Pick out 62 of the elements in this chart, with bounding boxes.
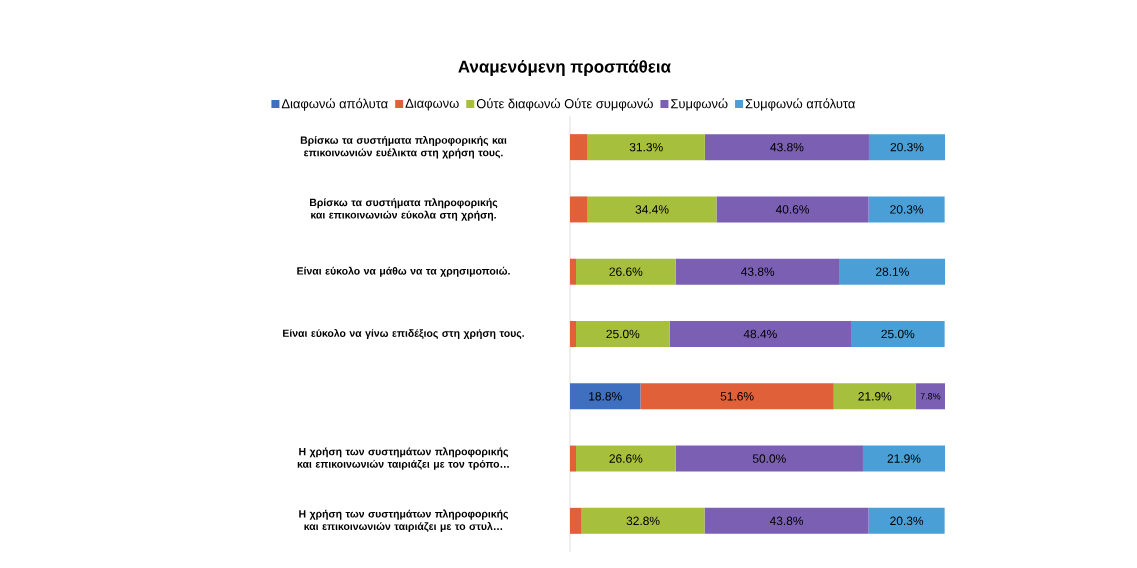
bar [587,134,705,161]
bar [570,196,588,223]
bar [839,258,946,285]
bar [850,320,945,347]
data-label: 21.9% [887,454,921,463]
data-label: 7.8% [920,393,941,400]
bar [570,134,588,161]
data-label: 25.0% [881,329,915,339]
bar [669,320,851,347]
legend-label: Συμφωνώ [671,98,728,111]
data-label: 34.4% [635,205,669,214]
data-label: 28.1% [876,267,909,276]
bar [704,507,869,534]
bar [675,258,840,285]
bar [570,320,576,347]
data-label: 18.8% [589,392,622,401]
bar [716,196,869,223]
bar [570,258,576,285]
y-tick-label: Η χρήση των συστημάτων πληροφορικής και επικοινωνιών ταιριάζει με το στυλ… [299,509,509,533]
legend-label: Ούτε διαφωνώ Ούτε συμφωνώ [476,98,653,111]
bar [868,196,945,223]
legend-label: Διαφωνω [405,98,459,111]
data-label: 43.8% [770,142,804,152]
data-label: 48.4% [743,329,777,339]
data-label: 26.6% [609,267,643,276]
data-label: 20.3% [890,205,924,214]
data-label: 43.8% [741,267,775,276]
data-label: 20.3% [890,142,924,152]
y-tick-label: Βρίσκω τα συστήματα πληροφορικής και επικοινωνιών ευέλικτα στη χρήση τους. [300,135,507,159]
bar [570,445,576,472]
data-label: 20.3% [890,516,924,526]
chart-title: Αναμενόμενη προσπάθεια [458,59,671,76]
bar [675,445,863,472]
bar [570,507,582,534]
data-label: 43.8% [769,516,804,526]
bar [833,383,916,410]
bar [868,134,946,161]
data-label: 32.8% [626,516,660,526]
bar [576,320,670,347]
data-label: 25.0% [606,329,640,339]
y-tick-label: Είναι εύκολο να μάθω να τα χρησιμοποιώ. [297,266,510,277]
y-tick-label: Είναι εύκολο να γίνω επιδέξιος στη χρήση τους. [283,328,524,339]
bar [576,258,676,285]
bar [587,196,717,223]
y-tick-label: Η χρήση των συστημάτων πληροφορικής και επικοινωνιών ταιριάζει με τον τρόπο… [297,447,509,470]
bar [640,383,834,410]
bar [868,507,945,534]
bar [862,445,946,472]
y-tick-label: Βρίσκω τα συστήματα πληροφορικής και επικοινωνιών εύκολα στη χρήση. [310,198,498,221]
bar [576,445,676,472]
bar [915,383,946,410]
data-label: 50.0% [752,454,786,463]
data-label: 26.6% [609,454,643,463]
bar [570,383,641,410]
data-label: 21.9% [858,392,892,401]
bar [581,507,705,534]
legend-label: Συμφωνώ απόλυτα [745,98,855,111]
data-label: 51.6% [720,392,754,401]
bar [704,134,869,161]
legend-label: Διαφωνώ απόλυτα [281,98,388,111]
data-label: 31.3% [629,142,663,152]
data-label: 40.6% [775,205,810,214]
